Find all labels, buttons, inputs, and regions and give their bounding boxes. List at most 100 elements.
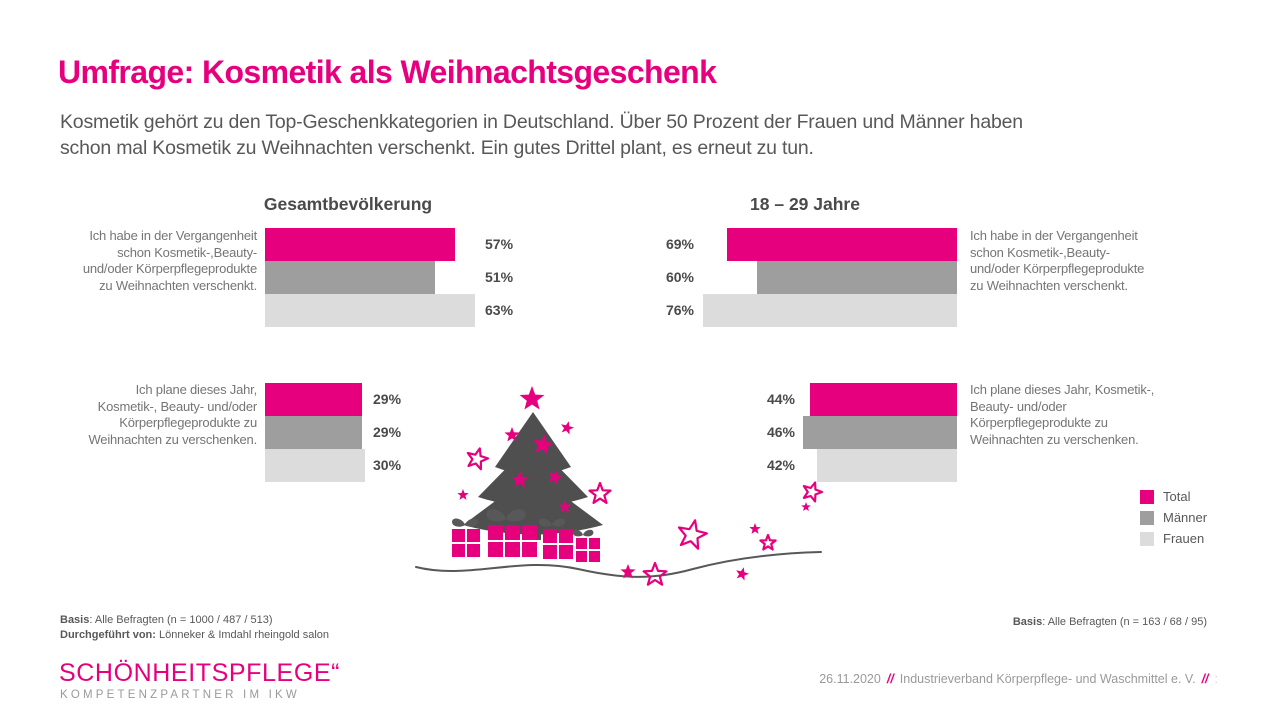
bar-value-label: 76% (665, 302, 694, 318)
bar-group-1829-q2: 44% 46% 42% (0, 383, 957, 483)
star-icon (736, 567, 749, 581)
bar-total (265, 228, 456, 261)
frauen-swatch-icon (1140, 531, 1154, 546)
subtitle-line-1: Kosmetik gehört zu den Top-Geschenkkateg… (60, 111, 1023, 133)
gift-box (467, 544, 480, 557)
subtitle: Kosmetik gehört zu den Top-Geschenkkateg… (60, 109, 1023, 161)
footer-page-marker: : (1214, 672, 1218, 686)
schoenheitspflege-logo: SCHÖNHEITSPFLEGE“ (59, 659, 341, 687)
question-label: Ich habe in der Vergangenheit schon Kosm… (970, 228, 1145, 293)
gift-box (522, 525, 537, 540)
bar-maenner (756, 261, 957, 294)
basis-text: : Alle Befragten (n = 1000 / 487 / 513) (89, 614, 273, 626)
star-icon (749, 523, 761, 534)
star-icon (457, 489, 469, 500)
bar-value-label: 57% (485, 236, 514, 252)
filled-star-icons (457, 386, 811, 581)
maenner-swatch-icon (1140, 510, 1154, 525)
bar-frauen (265, 294, 476, 327)
star-icon (588, 481, 612, 504)
star-icon (642, 561, 668, 586)
wavy-baseline (415, 551, 822, 578)
footnote-right: Basis: Alle Befragten (n = 163 / 68 / 95… (1013, 615, 1207, 630)
subtitle-line-2: schon mal Kosmetik zu Weihnachten versch… (60, 137, 814, 159)
bar-maenner (803, 416, 957, 449)
bar-value-label: 60% (665, 269, 694, 285)
basis-label: Basis (1012, 616, 1043, 628)
gift-box (589, 538, 600, 549)
gift-box (576, 551, 587, 562)
legend-item-maenner: Männer (1140, 507, 1207, 528)
gift-box (559, 529, 573, 543)
star-icon (466, 447, 490, 471)
star-icon (504, 427, 520, 442)
conducted-by-text: Lönneker & Imdahl rheingold salon (155, 629, 330, 641)
star-icon (519, 386, 545, 410)
bar-value-label: 30% (373, 457, 402, 473)
star-icon (533, 434, 554, 455)
gift-box (543, 529, 557, 543)
star-icon (802, 481, 824, 503)
legend-item-frauen: Frauen (1140, 528, 1207, 549)
bar-value-label: 46% (766, 424, 795, 440)
page-title: Umfrage: Kosmetik als Weihnachtsgeschenk (58, 54, 717, 90)
bar-value-label: 29% (373, 424, 402, 440)
tree-tiers (463, 412, 603, 540)
bar-maenner (265, 416, 362, 449)
bar-value-label: 63% (485, 302, 514, 318)
question-label: Ich plane dieses Jahr, Kosmetik-, Beauty… (88, 382, 257, 447)
gift-box (505, 525, 520, 540)
bar-value-label: 44% (766, 391, 795, 407)
gift-box (467, 529, 480, 542)
logo-claim: KOMPETENZPARTNER IM IKW (60, 689, 300, 701)
basis-text: : Alle Befragten (n = 163 / 68 / 95) (1042, 616, 1207, 628)
bar-total (265, 383, 362, 416)
gift-box (576, 538, 587, 549)
legend-label: Frauen (1163, 531, 1205, 546)
gift-box (452, 529, 465, 542)
bar-value-label: 42% (766, 457, 795, 473)
gift-boxes (452, 525, 600, 562)
bar-value-label: 51% (485, 269, 514, 285)
conducted-by-line: Durchgeführt von: Lönneker & Imdahl rhei… (60, 628, 329, 643)
christmas-tree-illustration (415, 386, 824, 586)
gift-box (589, 551, 600, 562)
chart-header-gesamtbevoelkerung: Gesamtbevölkerung (263, 194, 433, 214)
star-icon (759, 533, 777, 551)
footnote-left: Basis: Alle Befragten (n = 1000 / 487 / … (60, 613, 329, 643)
basis-line: Basis: Alle Befragten (n = 1000 / 487 / … (60, 613, 329, 628)
bow-icon (452, 518, 478, 527)
gift-box (452, 544, 465, 557)
legend-label: Total (1163, 489, 1191, 504)
bar-value-label: 29% (373, 391, 402, 407)
star-icon (548, 469, 563, 485)
footer-organization: Industrieverband Körperpflege- und Wasch… (899, 672, 1196, 686)
gift-box (543, 545, 557, 559)
gift-box (488, 542, 503, 557)
bar-total (726, 228, 957, 261)
bar-value-label: 69% (665, 236, 694, 252)
bar-group-1829-q1: 69% 60% 76% (0, 228, 957, 328)
bar-total (810, 383, 957, 416)
gift-box (559, 545, 573, 559)
bar-group-gesamt-q1: 57% 51% 63% (265, 228, 665, 328)
question-label: Ich plane dieses Jahr, Kosmetik-, Beauty… (970, 382, 1155, 447)
bar-frauen (816, 449, 957, 482)
gift-box (522, 542, 537, 557)
total-swatch-icon (1140, 489, 1154, 504)
footer-separator: // (1201, 672, 1209, 686)
legend: Total Männer Frauen (1140, 486, 1207, 549)
star-icon (620, 564, 636, 579)
bar-maenner (265, 261, 436, 294)
star-icon (801, 502, 811, 511)
footer-separator: // (886, 672, 894, 686)
basis-label: Basis (60, 614, 90, 626)
star-icon (511, 471, 529, 488)
star-icon (558, 500, 572, 513)
legend-label: Männer (1163, 510, 1208, 525)
legend-item-total: Total (1140, 486, 1207, 507)
footer-date: 26.11.2020 (819, 672, 881, 686)
star-icon (677, 519, 708, 550)
outline-star-icons (466, 447, 824, 586)
